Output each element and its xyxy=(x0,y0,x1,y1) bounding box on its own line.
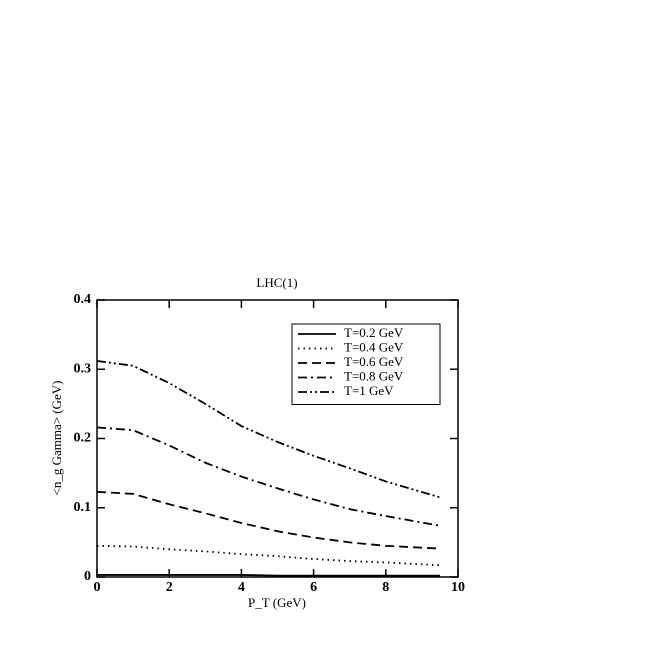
legend-label: T=0.6 GeV xyxy=(344,354,404,369)
legend-box xyxy=(291,323,441,405)
y-axis-label: <n_g Gamma> (GeV) xyxy=(49,380,64,495)
legend-label: T=1 GeV xyxy=(344,383,394,398)
x-tick-label: 6 xyxy=(310,580,317,595)
legend-label: T=0.4 GeV xyxy=(344,339,404,354)
series-line xyxy=(97,574,440,577)
series-line xyxy=(96,490,440,550)
y-tick-label: 0.3 xyxy=(74,361,92,376)
chart-title: LHC(1) xyxy=(256,275,297,290)
legend-label: T=0.2 GeV xyxy=(344,325,404,340)
x-tick-label: 2 xyxy=(166,580,173,595)
series-line xyxy=(96,544,440,567)
x-tick-label: 8 xyxy=(382,580,389,595)
x-tick-label: 10 xyxy=(451,580,465,595)
y-tick-label: 0.4 xyxy=(74,292,92,307)
x-tick-label: 0 xyxy=(94,580,101,595)
series-line xyxy=(96,360,441,499)
x-axis-label: P_T (GeV) xyxy=(248,595,306,610)
y-tick-label: 0 xyxy=(84,569,91,584)
y-tick-label: 0.1 xyxy=(74,500,92,515)
legend-label: T=0.8 GeV xyxy=(344,368,404,383)
x-tick-label: 4 xyxy=(238,580,245,595)
y-tick-label: 0.2 xyxy=(74,431,92,446)
series-line xyxy=(96,426,441,527)
